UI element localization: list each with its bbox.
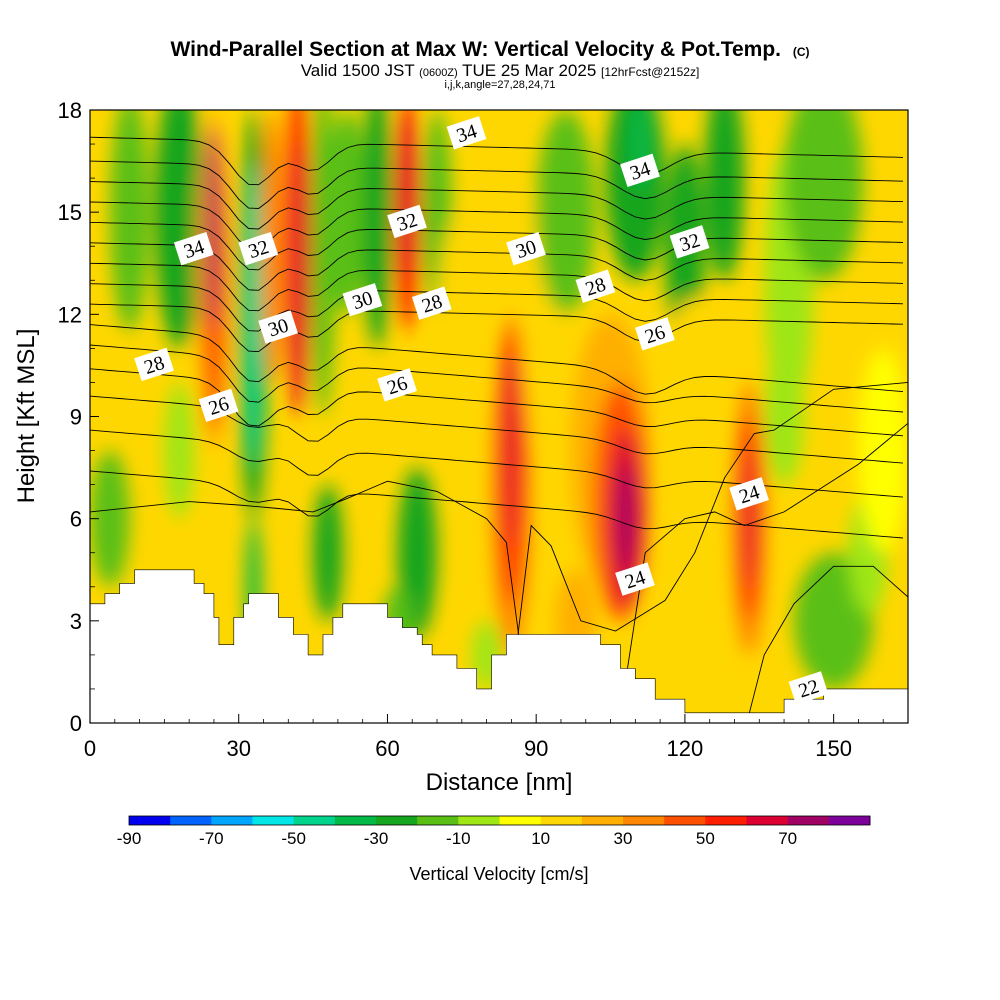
- chart-subtitle: Valid 1500 JST (0600Z) TUE 25 Mar 2025 […: [301, 61, 700, 80]
- chart-indices: i,j,k,angle=27,28,24,71: [444, 79, 555, 91]
- x-tick-label: 0: [84, 736, 96, 761]
- y-tick-label: 18: [58, 98, 82, 123]
- x-tick-label: 90: [524, 736, 548, 761]
- velocity-cell: [858, 348, 908, 552]
- colorbar-swatch: [458, 816, 500, 825]
- y-tick-label: 3: [70, 609, 82, 634]
- colorbar-tick-label: 30: [614, 829, 633, 848]
- velocity-cell: [437, 212, 487, 416]
- velocity-cell: [505, 355, 517, 546]
- colorbar-tick-label: -50: [281, 829, 306, 848]
- colorbar-swatch: [788, 816, 830, 825]
- colorbar-swatch: [294, 816, 336, 825]
- colorbar-tick-label: 50: [696, 829, 715, 848]
- velocity-cell: [110, 93, 150, 331]
- x-axis-title: Distance [nm]: [426, 769, 573, 796]
- velocity-cell: [705, 76, 745, 280]
- colorbar-swatch: [747, 816, 789, 825]
- colorbar-swatch: [829, 816, 871, 825]
- velocity-cell: [665, 297, 724, 467]
- x-tick-label: 30: [226, 736, 250, 761]
- colorbar-title: Vertical Velocity [cm/s]: [409, 864, 588, 884]
- velocity-cell: [744, 451, 754, 587]
- colorbar-swatch: [253, 816, 295, 825]
- x-tick-label: 120: [667, 736, 704, 761]
- velocity-cell: [313, 485, 343, 621]
- velocity-cell: [764, 348, 804, 484]
- colorbar-swatch: [541, 816, 583, 825]
- y-tick-label: 6: [70, 507, 82, 532]
- colorbar-swatch: [500, 816, 542, 825]
- x-tick-label: 60: [375, 736, 399, 761]
- colorbar-swatch: [417, 816, 459, 825]
- chart-title: Wind-Parallel Section at Max W: Vertical…: [170, 38, 809, 61]
- velocity-cell: [291, 144, 305, 416]
- velocity-cell: [208, 127, 220, 331]
- colorbar-swatch: [623, 816, 665, 825]
- colorbar-tick-label: -70: [199, 829, 224, 848]
- colorbar-swatch: [211, 816, 253, 825]
- colorbar-tick-label: -30: [364, 829, 389, 848]
- colorbar-swatch: [376, 816, 418, 825]
- colorbar-tick-label: 10: [531, 829, 550, 848]
- colorbar-swatch: [129, 816, 171, 825]
- colorbar-tick-label: -10: [446, 829, 471, 848]
- colorbar-swatch: [170, 816, 212, 825]
- velocity-cell: [401, 113, 414, 276]
- y-axis-title: Height [Kft MSL]: [13, 329, 40, 504]
- colorbar-tick-label: 70: [778, 829, 797, 848]
- colorbar: -90 -70 -50 -30 -10 10 30 50 70: [117, 816, 871, 848]
- y-tick-label: 9: [70, 405, 82, 430]
- y-tick-label: 15: [58, 200, 82, 225]
- colorbar-swatch: [335, 816, 377, 825]
- colorbar-swatch: [705, 816, 747, 825]
- y-tick-label: 0: [70, 711, 82, 736]
- y-tick-label: 12: [58, 302, 82, 327]
- cross-section-chart: Wind-Parallel Section at Max W: Vertical…: [0, 0, 1000, 1000]
- colorbar-swatch: [664, 816, 706, 825]
- colorbar-swatch: [582, 816, 624, 825]
- x-tick-label: 150: [815, 736, 852, 761]
- colorbar-tick-label: -90: [117, 829, 142, 848]
